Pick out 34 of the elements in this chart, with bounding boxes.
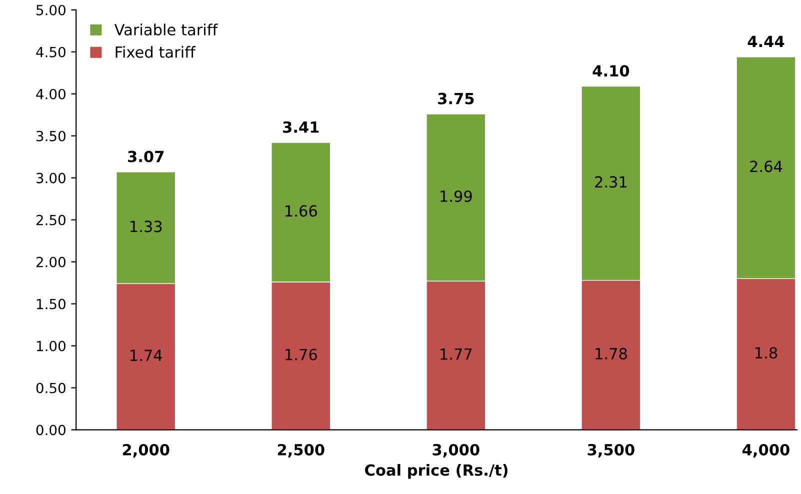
y-tick-label: 3.00 (36, 172, 66, 184)
x-tick-label: 2,500 (278, 444, 324, 458)
data-label: 1.74 (130, 350, 162, 361)
data-label: 1.99 (440, 190, 472, 202)
x-tick-label: 3,000 (432, 444, 480, 458)
data-label: 1.77 (440, 348, 472, 360)
legend-label: Fixed tariff (116, 46, 196, 58)
data-label: 1.78 (596, 348, 627, 360)
data-label: 1.76 (286, 348, 317, 360)
total-label: 4.10 (592, 65, 630, 77)
y-tick-label: 4.00 (36, 88, 66, 100)
x-tick-label: 2,000 (122, 444, 170, 458)
data-label: 2.64 (750, 160, 782, 172)
data-label: 2.31 (595, 176, 627, 188)
y-tick-label: 0.50 (36, 382, 66, 394)
y-tick-label: 0.00 (36, 424, 66, 436)
total-label: 3.41 (283, 121, 319, 133)
data-label: 1.33 (130, 220, 162, 232)
total-label: 3.75 (438, 92, 474, 104)
y-tick-label: 4.50 (36, 46, 66, 58)
y-tick-label: 2.00 (36, 256, 66, 268)
y-tick-label: 1.50 (36, 298, 66, 310)
data-label: 1.66 (286, 205, 317, 217)
x-axis-title: Coal price (Rs./t) (365, 464, 508, 479)
x-tick-label: 4,000 (742, 444, 790, 458)
legend-label: Variable tariff (114, 24, 218, 36)
total-label: 4.44 (748, 36, 784, 48)
y-tick-label: 5.00 (36, 4, 66, 16)
data-label: 1.8 (756, 347, 778, 359)
y-tick-label: 2.50 (36, 214, 66, 226)
total-label: 3.07 (128, 150, 164, 162)
x-tick-label: 3,500 (588, 444, 634, 458)
y-tick-label: 3.50 (36, 130, 66, 142)
y-tick-label: 1.00 (36, 340, 66, 352)
